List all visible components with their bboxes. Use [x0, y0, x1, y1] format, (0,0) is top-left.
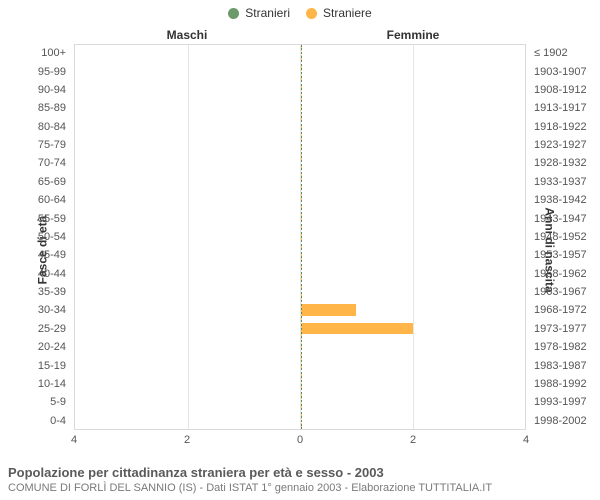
y-tick-age: 25-29 [0, 323, 66, 335]
y-tick-age: 40-44 [0, 268, 66, 280]
x-tick: 0 [297, 434, 303, 446]
y-tick-year: 1908-1912 [534, 84, 600, 96]
y-tick-year: 1918-1922 [534, 121, 600, 133]
legend-label-male: Stranieri [245, 6, 290, 20]
y-tick-age: 90-94 [0, 84, 66, 96]
legend-swatch-male [228, 8, 239, 19]
y-tick-age: 45-49 [0, 249, 66, 261]
y-tick-age: 30-34 [0, 304, 66, 316]
y-tick-age: 95-99 [0, 66, 66, 78]
legend-label-female: Straniere [323, 6, 372, 20]
y-tick-age: 0-4 [0, 415, 66, 427]
panel-title-right: Femmine [300, 28, 526, 42]
y-tick-year: 1933-1937 [534, 176, 600, 188]
caption-subtitle: COMUNE DI FORLÌ DEL SANNIO (IS) - Dati I… [8, 482, 592, 494]
gridline [188, 45, 189, 429]
y-tick-age: 100+ [0, 47, 66, 59]
y-tick-age: 85-89 [0, 102, 66, 114]
y-tick-age: 35-39 [0, 286, 66, 298]
y-tick-year: 1938-1942 [534, 194, 600, 206]
y-tick-age: 55-59 [0, 213, 66, 225]
gridline [413, 45, 414, 429]
legend-swatch-female [306, 8, 317, 19]
panel-title-left: Maschi [74, 28, 300, 42]
y-tick-year: 1913-1917 [534, 102, 600, 114]
y-tick-year: ≤ 1902 [534, 47, 600, 59]
pyramid-chart: Stranieri Straniere Maschi Femmine Fasce… [0, 0, 600, 500]
y-tick-year: 1968-1972 [534, 304, 600, 316]
y-tick-year: 1993-1997 [534, 396, 600, 408]
caption-title: Popolazione per cittadinanza straniera p… [8, 465, 592, 480]
y-tick-age: 65-69 [0, 176, 66, 188]
gridline [300, 45, 301, 429]
y-tick-year: 1948-1952 [534, 231, 600, 243]
y-tick-age: 5-9 [0, 396, 66, 408]
plot-area [74, 44, 526, 430]
panel-titles: Maschi Femmine [74, 28, 526, 42]
y-tick-year: 1983-1987 [534, 360, 600, 372]
y-tick-year: 1928-1932 [534, 157, 600, 169]
y-tick-year: 1903-1907 [534, 66, 600, 78]
x-ticks: 4 2 0 2 4 [74, 434, 526, 448]
y-tick-age: 80-84 [0, 121, 66, 133]
y-tick-age: 60-64 [0, 194, 66, 206]
y-ticks-age: 100+ 95-99 90-94 85-89 80-84 75-79 70-74 65-69 6… [0, 44, 72, 430]
caption: Popolazione per cittadinanza straniera p… [8, 465, 592, 494]
legend: Stranieri Straniere [0, 0, 600, 22]
bar-female [300, 304, 356, 315]
x-tick: 4 [71, 434, 77, 446]
y-tick-age: 50-54 [0, 231, 66, 243]
x-tick: 2 [184, 434, 190, 446]
y-tick-year: 1923-1927 [534, 139, 600, 151]
y-tick-year: 1998-2002 [534, 415, 600, 427]
y-tick-year: 1963-1967 [534, 286, 600, 298]
y-tick-age: 15-19 [0, 360, 66, 372]
legend-item-female: Straniere [306, 6, 372, 20]
y-tick-year: 1978-1982 [534, 341, 600, 353]
y-tick-age: 10-14 [0, 378, 66, 390]
legend-item-male: Stranieri [228, 6, 290, 20]
y-tick-year: 1973-1977 [534, 323, 600, 335]
y-tick-age: 70-74 [0, 157, 66, 169]
y-tick-age: 75-79 [0, 139, 66, 151]
y-tick-year: 1958-1962 [534, 268, 600, 280]
x-tick: 4 [523, 434, 529, 446]
y-tick-year: 1988-1992 [534, 378, 600, 390]
x-tick: 2 [410, 434, 416, 446]
y-tick-year: 1953-1957 [534, 249, 600, 261]
y-ticks-years: ≤ 1902 1903-1907 1908-1912 1913-1917 1918-19… [528, 44, 600, 430]
bar-female [300, 323, 413, 334]
y-tick-age: 20-24 [0, 341, 66, 353]
y-tick-year: 1943-1947 [534, 213, 600, 225]
